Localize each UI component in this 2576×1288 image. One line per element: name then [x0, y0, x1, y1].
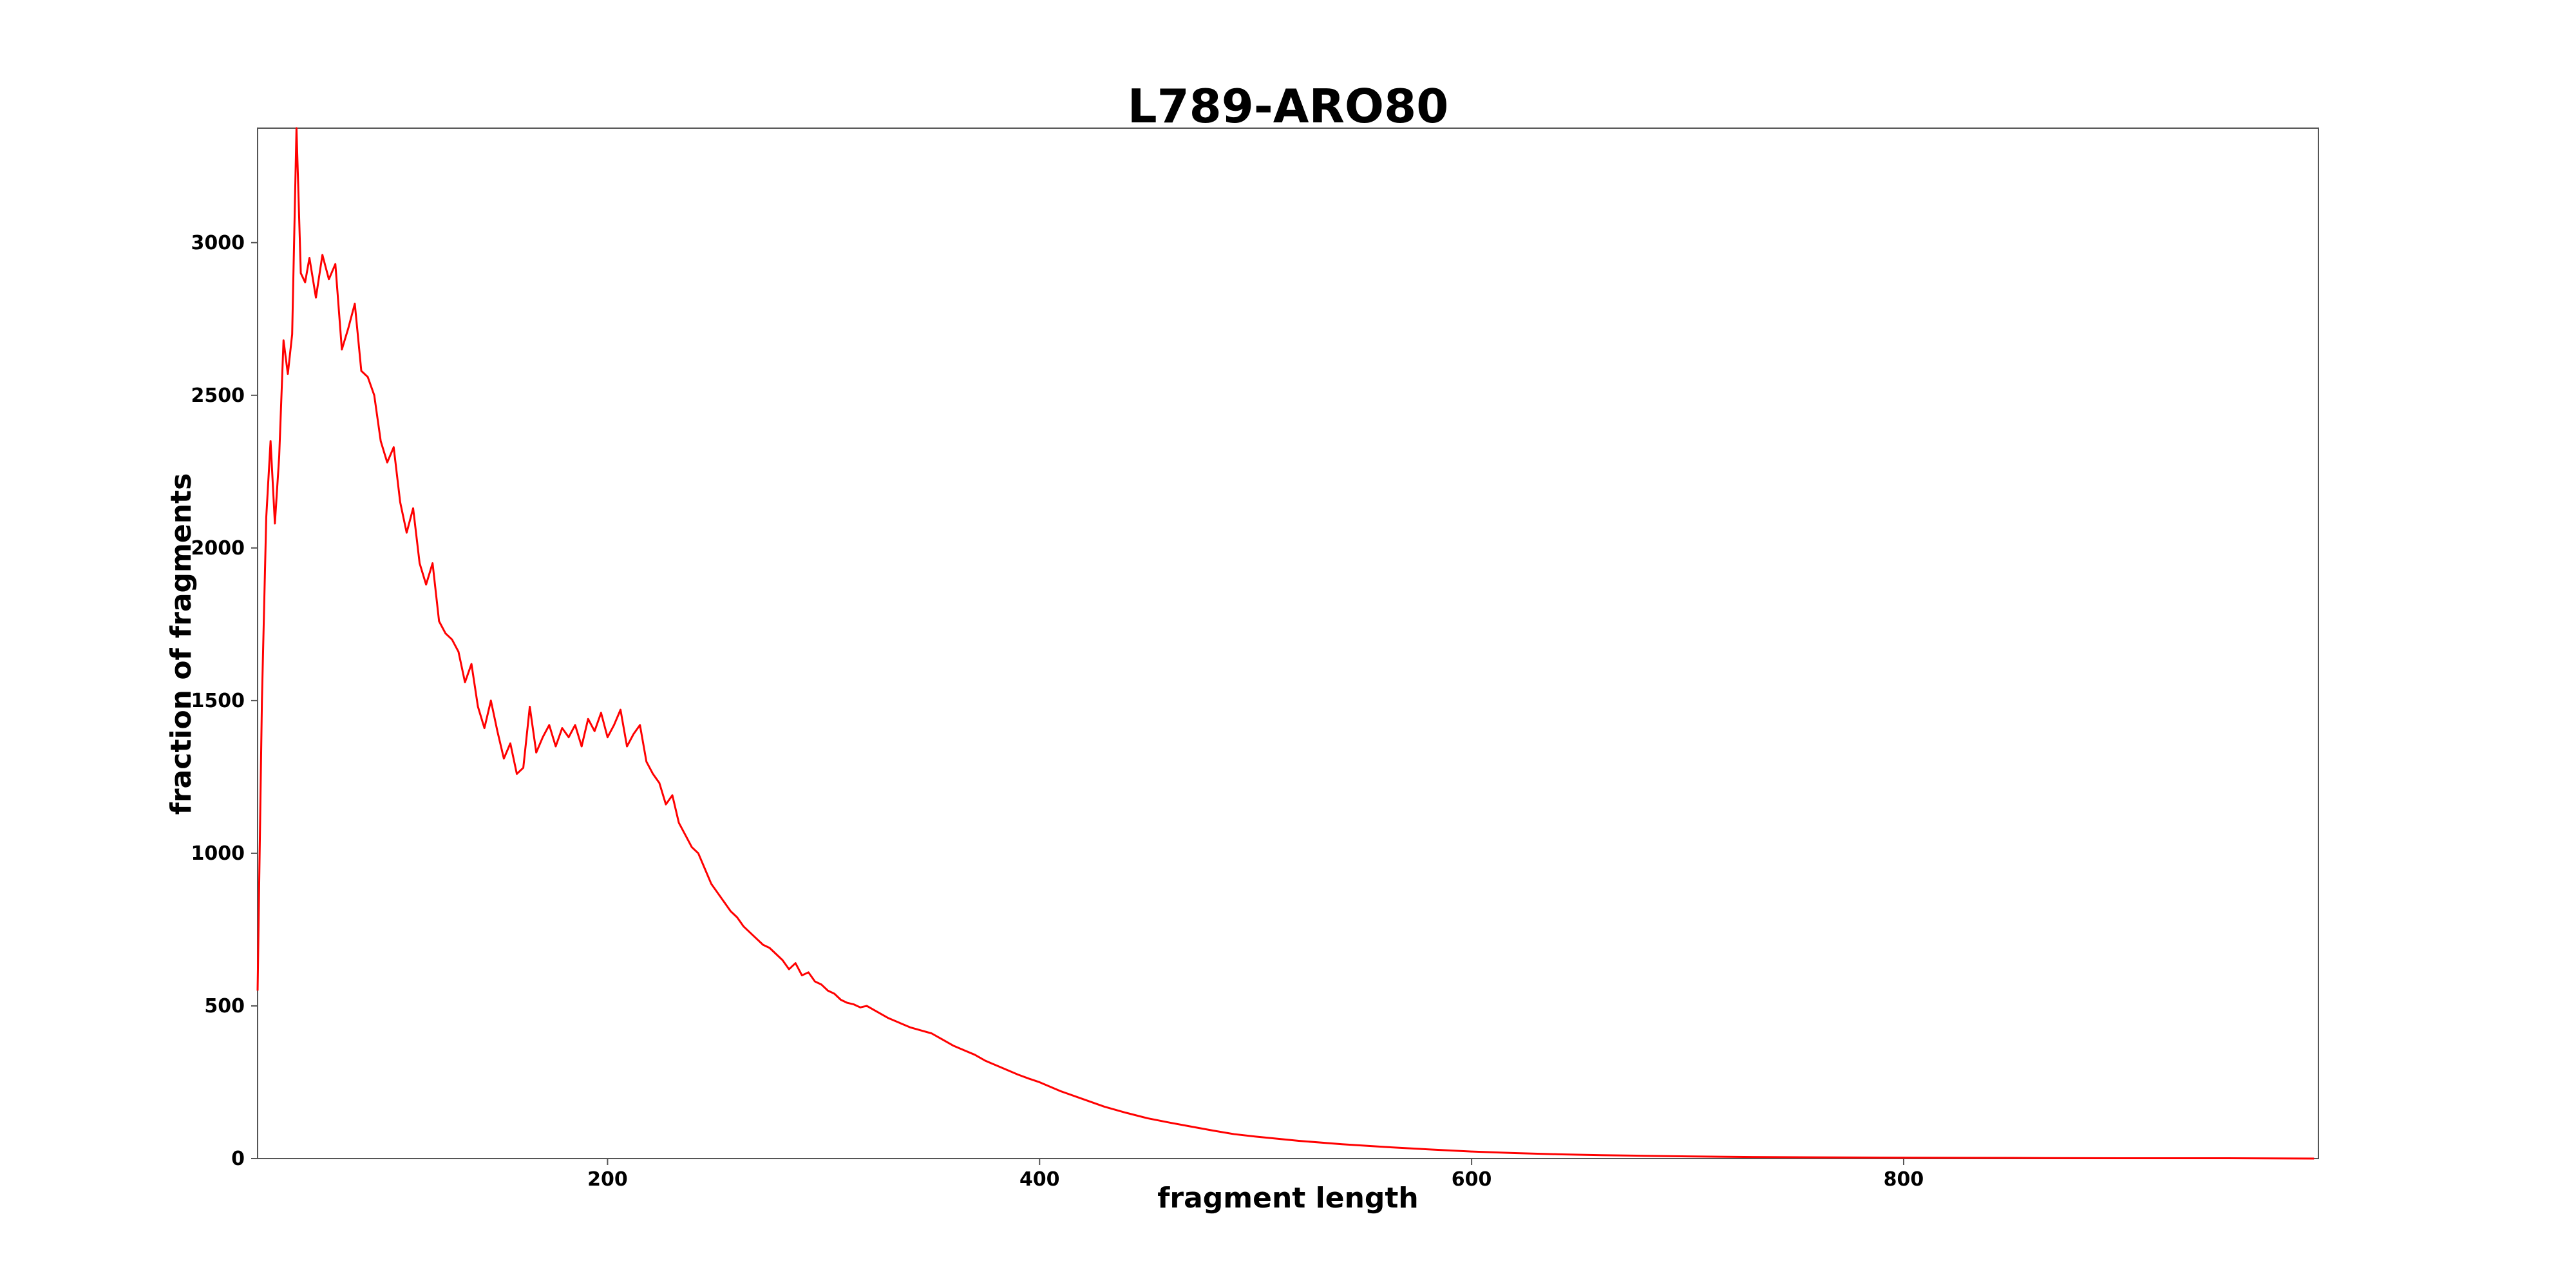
x-tick-label: 200	[587, 1168, 628, 1191]
y-tick-label: 500	[204, 995, 245, 1018]
y-axis-label: fraction of fragments	[165, 473, 198, 815]
chart-title: L789-ARO80	[1128, 79, 1449, 133]
x-tick-label: 600	[1452, 1168, 1492, 1191]
data-line	[256, 127, 2315, 1160]
y-tick-label: 3000	[191, 232, 245, 254]
x-tick-label: 400	[1019, 1168, 1060, 1191]
y-tick-label: 2000	[191, 537, 245, 560]
y-tick-label: 2500	[191, 384, 245, 407]
x-tick-label: 800	[1884, 1168, 1924, 1191]
y-tick-label: 1000	[191, 842, 245, 865]
y-tick-label: 1500	[191, 690, 245, 712]
plot-frame	[257, 128, 2319, 1159]
y-tick-label: 0	[231, 1148, 245, 1170]
x-axis-label: fragment length	[1157, 1182, 1419, 1215]
